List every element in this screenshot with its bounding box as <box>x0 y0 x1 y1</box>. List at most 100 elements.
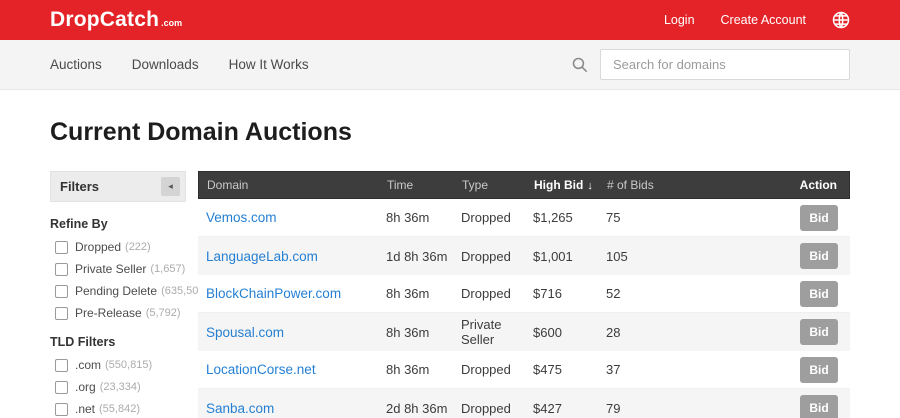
page-title: Current Domain Auctions <box>50 118 352 146</box>
filter-option[interactable]: Dropped (222) <box>55 240 186 254</box>
filter-checkbox[interactable] <box>55 262 68 276</box>
column-header-action: Action <box>799 178 837 192</box>
filters-title: Filters <box>60 179 100 194</box>
table-row: LocationCorse.net 8h 36m Dropped $475 37… <box>198 351 850 389</box>
nav-item-downloads[interactable]: Downloads <box>131 57 199 72</box>
domain-cell: Spousal.com <box>206 325 386 340</box>
topbar-actions: Login Create Account <box>664 11 850 29</box>
bids-count-cell: 105 <box>606 248 628 264</box>
filter-options: .com (550,815) .org (23,334) .net (55,84… <box>50 358 186 418</box>
filters-collapse-icon[interactable]: ◂ <box>161 177 180 196</box>
domain-cell: Sanba.com <box>206 401 386 416</box>
column-header-bids[interactable]: # of Bids <box>607 178 654 192</box>
type-cell: Dropped <box>461 362 511 377</box>
column-header-type[interactable]: Type <box>462 178 489 192</box>
search-input[interactable] <box>600 49 850 80</box>
time-cell: 8h 36m <box>386 286 430 301</box>
type-cell: Dropped <box>461 210 511 225</box>
domain-link[interactable]: LocationCorse.net <box>206 362 316 377</box>
filter-option-count: (550,815) <box>105 359 153 371</box>
action-cell: Bid <box>763 243 838 269</box>
bid-button[interactable]: Bid <box>800 204 838 231</box>
filters-header: Filters ◂ <box>50 171 186 202</box>
nav-item-auctions[interactable]: Auctions <box>50 57 102 72</box>
column-header-high-bid[interactable]: High Bid ↓ <box>534 178 593 192</box>
domain-link[interactable]: LanguageLab.com <box>206 248 318 264</box>
language-globe-icon[interactable] <box>832 11 850 29</box>
filter-option-label: Pre-Release <box>75 306 142 320</box>
main-nav: Auctions Downloads How It Works <box>0 40 900 90</box>
auction-table-header: Domain Time Type High Bid ↓ # of Bids Act… <box>198 171 850 199</box>
bid-button[interactable]: Bid <box>800 243 838 269</box>
page-content: Current Domain Auctions Filters ◂ Refine… <box>0 118 900 418</box>
filter-option-count: (5,792) <box>145 307 181 319</box>
bid-button[interactable]: Bid <box>800 356 838 383</box>
table-row: BlockChainPower.com 8h 36m Dropped $716 … <box>198 275 850 313</box>
type-cell: Private Seller <box>461 317 502 347</box>
create-account-link[interactable]: Create Account <box>720 13 806 27</box>
column-header-domain[interactable]: Domain <box>207 178 249 192</box>
domain-cell: BlockChainPower.com <box>206 286 386 301</box>
domain-link[interactable]: Vemos.com <box>206 210 277 225</box>
bid-button[interactable]: Bid <box>800 395 838 418</box>
time-cell: 2d 8h 36m <box>386 400 448 416</box>
filter-option[interactable]: .com (550,815) <box>55 358 186 372</box>
bid-button[interactable]: Bid <box>800 280 838 307</box>
filter-option-label: Dropped <box>75 240 122 254</box>
domain-cell: Vemos.com <box>206 210 386 225</box>
domain-link[interactable]: BlockChainPower.com <box>206 286 342 301</box>
domain-cell: LanguageLab.com <box>206 249 386 264</box>
filter-option-label: .com <box>75 358 102 372</box>
filters-sidebar: Filters ◂ Refine By Dropped (222) Privat… <box>50 171 208 418</box>
filter-option-count: (55,842) <box>99 403 140 415</box>
filter-checkbox[interactable] <box>55 402 68 416</box>
filter-checkbox[interactable] <box>55 358 68 372</box>
time-cell: 8h 36m <box>386 324 430 340</box>
auction-table: Domain Time Type High Bid ↓ # of Bids Act… <box>198 171 850 418</box>
brand-name: DropCatch <box>50 8 160 31</box>
filter-option[interactable]: Pre-Release (5,792) <box>55 306 186 320</box>
high-bid-cell: $600 <box>533 324 562 340</box>
domain-link[interactable]: Sanba.com <box>206 400 275 416</box>
filter-option-count: (23,334) <box>99 381 141 393</box>
high-bid-cell: $1,265 <box>533 210 573 225</box>
filter-options: Dropped (222) Private Seller (1,657) Pen… <box>50 240 208 320</box>
filter-checkbox[interactable] <box>55 240 68 254</box>
filter-option-label: Pending Delete <box>75 284 158 298</box>
filter-section-heading: TLD Filters <box>50 335 116 349</box>
bid-button[interactable]: Bid <box>800 319 838 345</box>
high-bid-cell: $716 <box>533 286 562 301</box>
nav-item-how-it-works[interactable]: How It Works <box>228 57 309 72</box>
bids-count-cell: 37 <box>606 362 621 377</box>
bids-count-cell: 28 <box>606 324 621 340</box>
high-bid-cell: $475 <box>533 362 562 377</box>
filter-option-label: .net <box>75 402 96 416</box>
column-header-time[interactable]: Time <box>387 178 414 192</box>
filter-option[interactable]: Private Seller (1,657) <box>55 262 186 276</box>
filter-option[interactable]: Pending Delete (635,501) <box>55 284 208 298</box>
top-header: DropCatch .com Login Create Account <box>0 0 900 40</box>
domain-link[interactable]: Spousal.com <box>206 324 285 340</box>
bids-count-cell: 52 <box>606 286 621 301</box>
filter-option[interactable]: .net (55,842) <box>55 402 186 416</box>
type-cell: Dropped <box>461 248 511 264</box>
time-cell: 1d 8h 36m <box>386 248 448 264</box>
bids-count-cell: 79 <box>606 400 621 416</box>
filter-option[interactable]: .org (23,334) <box>55 380 186 394</box>
auction-table-body: Vemos.com 8h 36m Dropped $1,265 75 Bid L… <box>198 199 850 418</box>
table-row: LanguageLab.com 1d 8h 36m Dropped $1,001… <box>198 237 850 275</box>
filter-checkbox[interactable] <box>55 380 68 394</box>
domain-cell: LocationCorse.net <box>206 362 386 377</box>
login-link[interactable]: Login <box>663 13 695 27</box>
brand-logo[interactable]: DropCatch .com <box>50 8 182 32</box>
bids-count-cell: 75 <box>606 210 621 225</box>
filter-checkbox[interactable] <box>55 284 68 298</box>
high-bid-cell: $1,001 <box>533 248 573 264</box>
filter-checkbox[interactable] <box>55 306 68 320</box>
brand-tld: .com <box>161 18 183 28</box>
table-row: Spousal.com 8h 36m Private Seller $600 2… <box>198 313 850 351</box>
filter-option-count: (222) <box>125 241 151 253</box>
table-row: Vemos.com 8h 36m Dropped $1,265 75 Bid <box>198 199 850 237</box>
action-cell: Bid <box>763 356 838 383</box>
search-area <box>571 49 850 80</box>
